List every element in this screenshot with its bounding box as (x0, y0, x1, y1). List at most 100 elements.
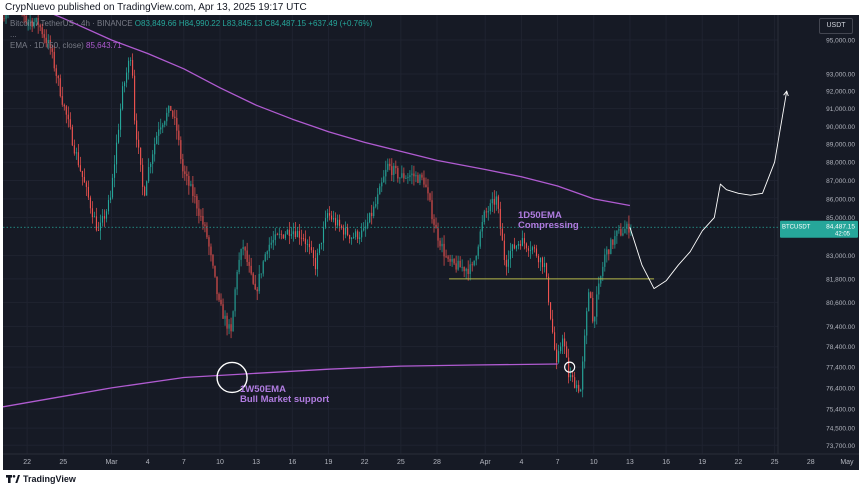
candle-down (523, 238, 525, 244)
candle-up (117, 129, 120, 143)
candle-up (128, 60, 130, 73)
price-tick-label: 79,400.00 (826, 324, 855, 331)
candle-down (256, 289, 258, 292)
candle-up (228, 324, 230, 329)
candle-up (369, 212, 371, 223)
candle-up (33, 22, 35, 27)
time-tick-label: 7 (556, 459, 560, 466)
candle-up (105, 211, 108, 219)
price-tag-symbol: BTCUSDT (782, 225, 811, 231)
time-tick-label: 4 (146, 459, 150, 466)
candle-down (140, 147, 142, 165)
candle-up (150, 164, 152, 168)
candle-down (210, 246, 212, 256)
candle-down (471, 264, 473, 266)
candle-up (152, 154, 154, 165)
time-tick-label: 10 (590, 459, 598, 466)
candle-up (337, 219, 339, 226)
price-tick-label: 95,000.00 (826, 38, 855, 45)
candle-up (166, 112, 168, 122)
candle-down (194, 196, 196, 197)
candle-down (132, 60, 134, 76)
symbol-label[interactable]: Bitcoin / TetherUS · 4h · BINANCE (10, 19, 133, 28)
price-chart[interactable]: 95,000.00 93,000.00 92,000.00 91,000.00 90,0… (3, 15, 859, 470)
candle-down (503, 240, 505, 261)
candle-up (509, 250, 511, 260)
candle-down (39, 25, 41, 28)
candle-up (457, 260, 459, 270)
candle-down (254, 283, 256, 290)
publisher-bar: CrypNuevo published on TradingView.com, … (0, 0, 860, 15)
candle-up (5, 15, 7, 19)
candle-down (391, 166, 393, 175)
candle-down (3, 18, 5, 20)
candle-down (499, 208, 501, 229)
candle-up (441, 243, 443, 247)
price-tick-label: 86,000.00 (826, 196, 855, 203)
candle-down (574, 377, 576, 389)
candle-up (286, 229, 288, 235)
tradingview-logo-icon (6, 473, 20, 484)
candle-down (554, 332, 556, 350)
tradingview-logo[interactable]: TradingView (6, 473, 76, 484)
candle-down (222, 304, 224, 319)
candle-up (240, 249, 242, 260)
ema-1w-50-line (3, 363, 558, 408)
candle-down (65, 106, 67, 115)
ema-row[interactable]: EMA · 1D (50, close) 85,643.71 (10, 40, 372, 51)
price-tick-label: 76,400.00 (826, 385, 855, 392)
ema-value: 85,643.71 (86, 41, 122, 50)
time-tick-label: 13 (252, 459, 260, 466)
chart-area[interactable]: 95,000.00 93,000.00 92,000.00 91,000.00 90,0… (3, 15, 859, 470)
candle-down (200, 215, 202, 217)
legend-more[interactable]: ... (10, 30, 17, 39)
candle-down (334, 218, 337, 226)
candle-down (397, 168, 399, 179)
price-tick-label: 75,400.00 (826, 406, 855, 413)
candle-up (156, 135, 158, 144)
candle-up (616, 230, 618, 237)
currency-button[interactable]: USDT (819, 18, 853, 34)
candle-down (343, 227, 345, 235)
price-tick-label: 88,000.00 (826, 160, 855, 167)
candle-up (111, 177, 114, 198)
price-tick-label: 93,000.00 (826, 71, 855, 78)
candle-up (264, 254, 266, 262)
candle-down (445, 256, 447, 258)
price-axis[interactable] (778, 15, 859, 470)
candle-down (89, 197, 91, 209)
candle-down (196, 196, 198, 209)
candle-down (556, 349, 558, 363)
time-tick-label: Apr (480, 459, 492, 466)
candle-up (101, 216, 104, 223)
candle-up (274, 234, 276, 240)
candle-down (505, 260, 507, 267)
candle-up (481, 221, 483, 232)
candle-down (302, 238, 304, 239)
candle-up (602, 266, 604, 277)
price-tick-label: 90,000.00 (826, 124, 855, 131)
candle-down (493, 199, 495, 205)
candle-down (433, 219, 435, 225)
published-line: CrypNuevo published on TradingView.com, … (5, 2, 307, 13)
time-tick-label: 22 (735, 459, 743, 466)
price-tick-label: 85,000.00 (826, 215, 855, 222)
candle-up (361, 230, 363, 238)
candle-up (588, 292, 590, 312)
candle-up (558, 351, 560, 363)
highlight-circle-daily (564, 361, 576, 373)
candle-up (622, 233, 624, 236)
candle-up (582, 361, 584, 390)
candle-down (447, 256, 449, 259)
candle-down (83, 176, 85, 183)
candle-up (113, 164, 116, 178)
candle-down (527, 248, 530, 251)
last-price-tag[interactable] (780, 220, 858, 238)
candle-up (99, 222, 102, 231)
annotation-compressing: Compressing (518, 220, 579, 231)
candle-up (606, 249, 608, 255)
candle-down (566, 346, 568, 358)
candle-down (403, 173, 405, 179)
candle-down (590, 292, 592, 299)
